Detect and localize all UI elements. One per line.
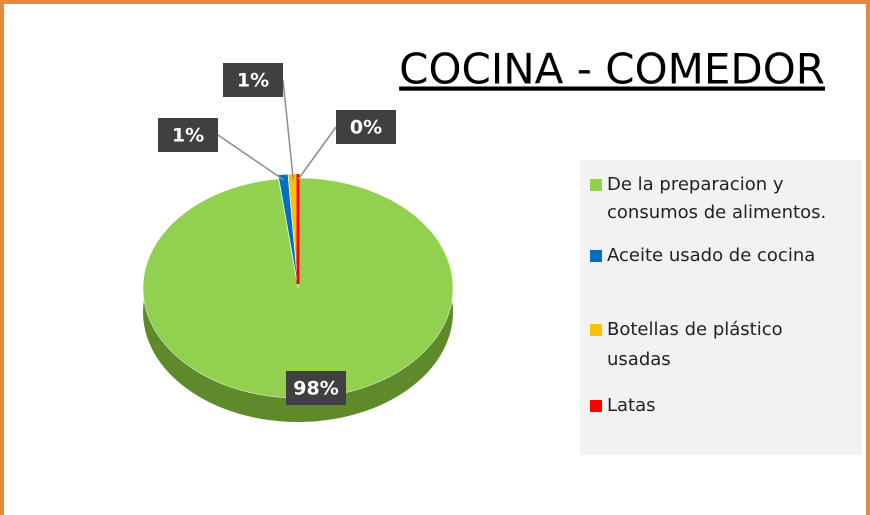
legend-box xyxy=(580,160,862,455)
legend-line: De la preparacion y xyxy=(607,174,784,195)
legend-label: De la preparacion y consumos de alimentos… xyxy=(607,174,826,223)
pie-slice xyxy=(277,173,298,285)
data-label-box xyxy=(286,371,346,405)
data-label-box xyxy=(223,63,283,97)
data-label: 0% xyxy=(350,117,382,139)
legend-label: Aceite usado de cocina xyxy=(607,245,815,266)
data-label: 1% xyxy=(237,70,269,92)
data-label: 1% xyxy=(172,125,204,147)
leader-line xyxy=(217,134,285,181)
legend-line: Botellas de plástico xyxy=(607,319,783,340)
legend-swatch xyxy=(590,179,602,191)
chart-title: COCINA - COMEDOR xyxy=(399,45,825,94)
legend-label: Latas xyxy=(607,395,656,416)
legend-swatch xyxy=(590,250,602,262)
leader-line xyxy=(297,126,337,180)
legend-swatch xyxy=(590,324,602,336)
leader-line xyxy=(282,79,294,180)
legend-swatch xyxy=(590,400,602,412)
legend-label: Botellas de plástico usadas xyxy=(607,319,783,370)
data-label: 98% xyxy=(293,378,338,400)
data-label-box xyxy=(158,118,218,152)
legend-line: consumos de alimentos. xyxy=(607,202,826,223)
data-label-box xyxy=(336,110,396,144)
legend-line: usadas xyxy=(607,349,671,370)
